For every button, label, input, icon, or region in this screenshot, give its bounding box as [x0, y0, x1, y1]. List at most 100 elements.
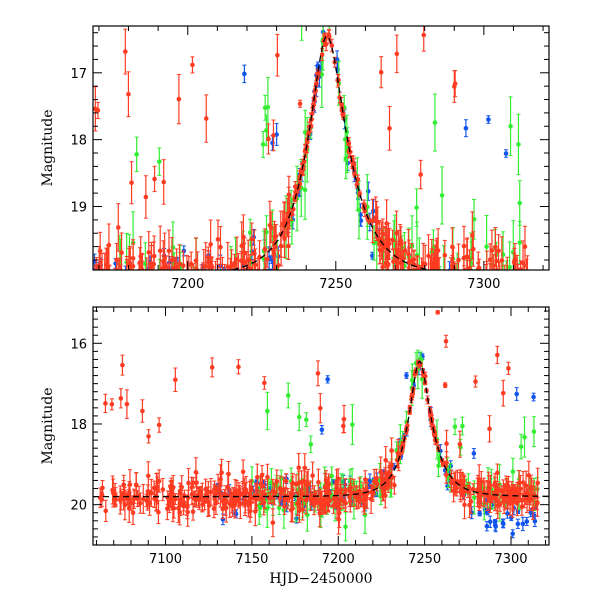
red-band-point	[283, 473, 289, 489]
red-band-point	[278, 225, 284, 267]
red-band-point	[506, 361, 511, 375]
red-band-point	[510, 487, 515, 518]
red-band-point	[213, 260, 218, 270]
blue-band-point	[411, 278, 416, 299]
blue-band-point	[165, 269, 170, 270]
red-band-point	[130, 243, 136, 270]
red-band-point	[216, 263, 221, 270]
red-band-point	[522, 225, 528, 268]
blue-band-point	[242, 64, 247, 84]
red-band-point	[315, 360, 321, 387]
blue-band-point	[412, 287, 417, 294]
red-band-point	[226, 460, 231, 488]
red-band-point	[274, 469, 280, 494]
red-band-point	[459, 276, 464, 301]
red-band-point	[139, 268, 144, 270]
red-band-point	[443, 271, 448, 306]
red-band-point	[500, 379, 506, 407]
red-band-point	[253, 248, 258, 270]
red-band-point	[509, 273, 514, 296]
red-band-point	[118, 388, 124, 409]
red-band-point	[462, 490, 467, 520]
red-band-point	[378, 56, 384, 89]
red-band-point	[520, 240, 526, 270]
red-band-point	[160, 477, 166, 502]
red-band-point	[286, 231, 291, 260]
red-band-point	[109, 398, 115, 411]
x-tick-label: 7300	[467, 277, 500, 292]
red-band-point	[140, 484, 146, 514]
red-band-point	[100, 273, 105, 293]
red-band-point	[300, 498, 305, 521]
green-band-point	[312, 0, 317, 14]
red-band-point	[140, 260, 145, 270]
red-band-point	[473, 375, 478, 388]
red-band-point	[530, 497, 536, 520]
red-band-point	[450, 227, 455, 267]
red-band-point	[234, 271, 239, 290]
red-band-point	[129, 282, 134, 300]
red-band-point	[116, 259, 121, 270]
red-band-point	[327, 493, 333, 508]
red-band-point	[457, 430, 463, 458]
red-band-point	[419, 264, 424, 270]
green-band-point	[458, 438, 463, 456]
red-band-point	[128, 269, 133, 270]
blue-band-point	[503, 149, 509, 158]
red-band-point	[130, 500, 136, 526]
blue-band-point	[468, 317, 473, 339]
red-band-point	[117, 485, 123, 515]
red-band-point	[101, 269, 106, 270]
red-band-point	[312, 496, 317, 508]
blue-band-point	[319, 424, 325, 435]
red-band-point	[144, 257, 149, 270]
red-band-point	[405, 266, 410, 270]
red-band-point	[223, 485, 229, 505]
red-band-point	[470, 483, 476, 496]
blue-band-point	[453, 322, 458, 337]
red-band-point	[113, 267, 118, 270]
red-band-point	[261, 490, 267, 516]
green-band-point	[160, 268, 165, 270]
red-band-point	[136, 485, 142, 507]
green-band-point	[343, 512, 348, 542]
green-band-point	[260, 130, 266, 158]
red-band-point	[362, 470, 368, 489]
red-band-point	[161, 240, 166, 270]
blue-band-point	[101, 268, 106, 270]
blue-band-point	[163, 292, 168, 301]
blue-band-point	[245, 274, 250, 288]
green-band-point	[522, 287, 527, 344]
red-band-point	[385, 477, 390, 490]
green-band-point	[262, 94, 268, 121]
red-band-point	[166, 229, 172, 270]
red-band-point	[496, 234, 501, 268]
red-band-point	[390, 229, 395, 251]
red-band-point	[220, 499, 226, 520]
red-band-point	[432, 254, 437, 270]
green-band-point	[516, 268, 521, 270]
green-band-point	[299, 26, 304, 41]
red-band-point	[184, 254, 189, 270]
red-band-point	[337, 477, 343, 507]
green-band-point	[265, 391, 270, 431]
red-band-point	[421, 268, 426, 270]
red-band-point	[111, 284, 116, 325]
red-band-point	[120, 274, 125, 295]
red-band-point	[290, 476, 295, 503]
red-band-point	[493, 268, 498, 270]
red-band-point	[239, 221, 245, 270]
red-band-point	[131, 488, 137, 509]
green-band-point	[414, 188, 419, 227]
red-band-point	[225, 241, 231, 270]
red-band-point	[297, 99, 303, 108]
red-band-point	[271, 119, 276, 152]
red-band-point	[199, 264, 204, 270]
blue-band-point	[401, 286, 406, 296]
red-band-point	[189, 476, 194, 499]
red-band-point	[484, 250, 489, 270]
red-band-point	[296, 496, 301, 509]
blue-band-point	[160, 288, 165, 296]
red-band-point	[218, 464, 223, 495]
blue-band-point	[244, 268, 249, 270]
